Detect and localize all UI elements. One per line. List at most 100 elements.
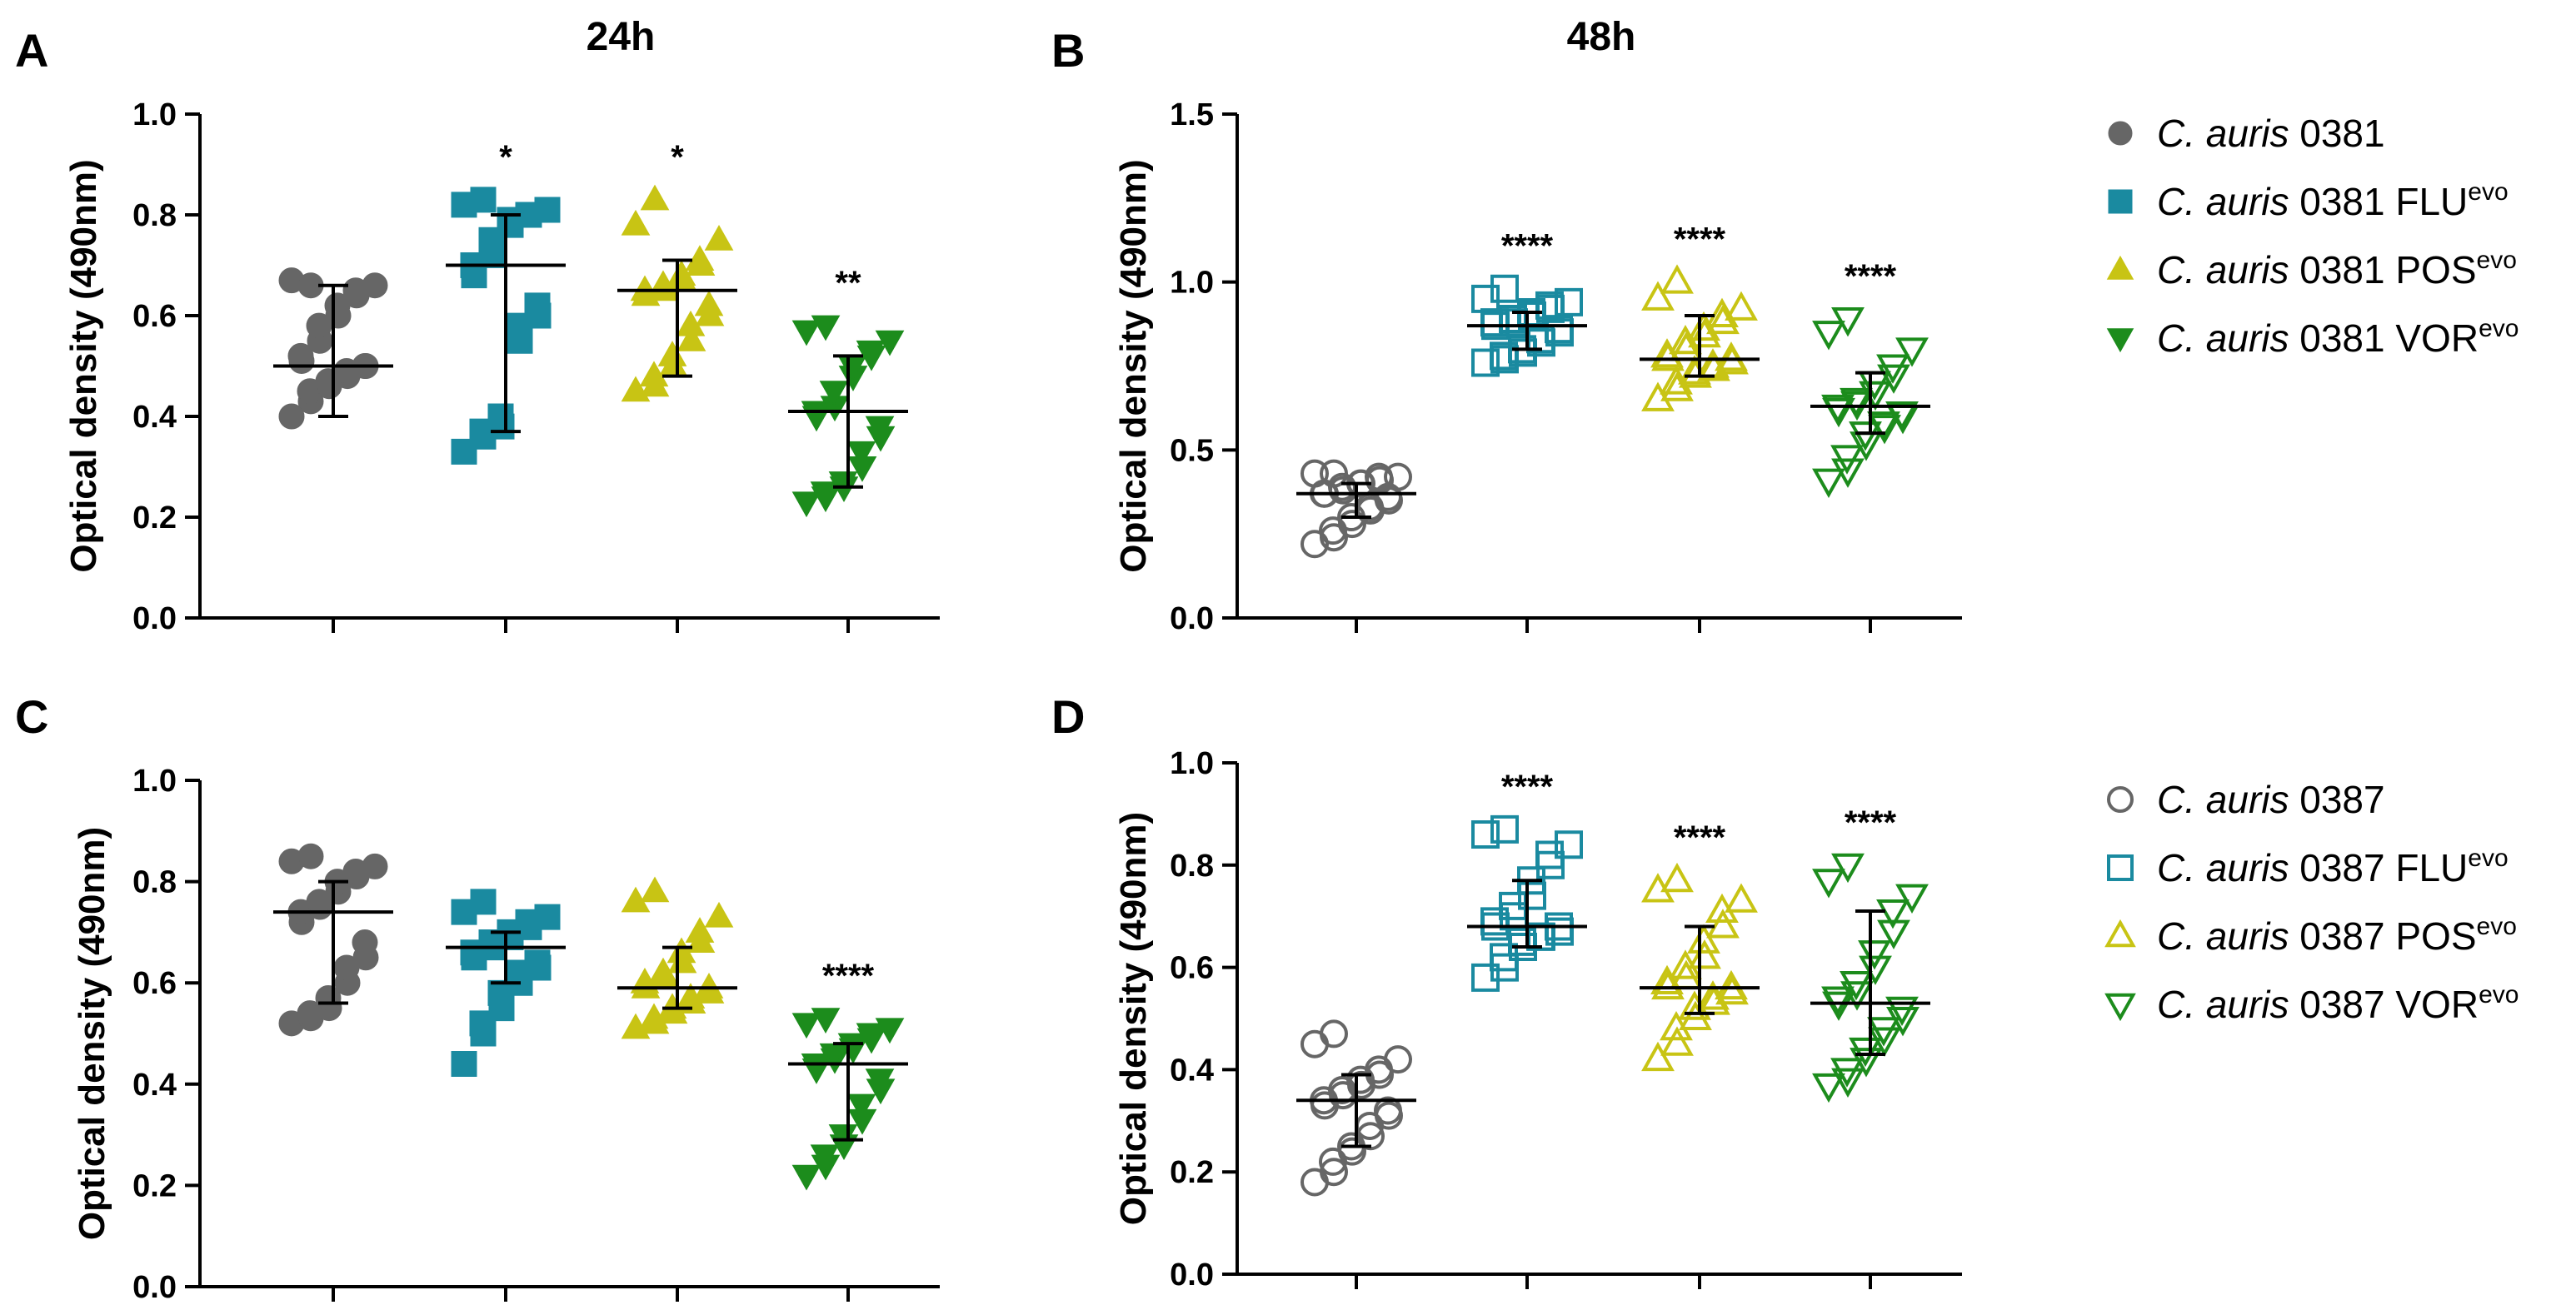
data-point [1365, 462, 1393, 491]
data-point [1831, 307, 1865, 337]
data-point [846, 1093, 876, 1120]
significance-label: * [671, 139, 684, 176]
data-point [1535, 291, 1564, 320]
data-point [1849, 1037, 1882, 1068]
data-point [1706, 909, 1740, 939]
data-point [1840, 981, 1874, 1011]
data-point [704, 224, 734, 251]
significance-label: **** [1845, 258, 1897, 295]
data-point [1831, 458, 1865, 488]
legend-item: C. auris 0387 POSevo [2104, 913, 2517, 958]
legend-label: C. auris 0381 VORevo [2157, 315, 2519, 360]
data-point [819, 381, 849, 407]
data-point [1858, 940, 1891, 970]
series-1: **** [1467, 228, 1587, 377]
column-title-48h: 48h [1567, 15, 1636, 59]
legend-marker [2108, 121, 2133, 146]
y-tick-label: 0.2 [1170, 1155, 1214, 1190]
data-point [676, 325, 706, 351]
data-point [704, 901, 734, 928]
y-tick-label: 0.0 [132, 601, 177, 636]
y-tick-label: 0.4 [132, 1068, 177, 1103]
y-tick-label: 0.2 [132, 1168, 177, 1203]
data-point [1822, 991, 1855, 1021]
data-point [1374, 1096, 1402, 1125]
series-3: ** [788, 265, 908, 518]
data-point [1384, 462, 1412, 491]
data-point [1300, 530, 1329, 559]
panel-label: D [1051, 690, 1085, 743]
panel-label: B [1051, 24, 1085, 77]
panel-a-chart: A 0.0 0.2 0.4 0.6 0.8 1.0 Optical density (490n… [15, 24, 940, 636]
legend-label: C. auris 0387 FLUevo [2157, 844, 2509, 889]
data-point [1518, 881, 1546, 910]
data-point [801, 1053, 831, 1079]
y-axis-label: Optical density (490nm) [63, 159, 104, 572]
data-point [791, 1164, 821, 1191]
legend-marker [2107, 786, 2134, 813]
data-point [875, 330, 905, 356]
panel-b-chart: B 0.0 0.5 1.0 1.5 Optical density (490nm) ****… [1051, 24, 1962, 636]
significance-label: **** [1674, 819, 1726, 856]
legend-label: C. auris 0381 FLUevo [2157, 178, 2509, 223]
data-point [791, 1013, 821, 1039]
legend-label: C. auris 0387 VORevo [2157, 981, 2519, 1026]
significance-label: **** [822, 958, 875, 994]
data-point [1831, 1068, 1865, 1098]
data-point [1849, 421, 1882, 451]
y-tick-label: 0.4 [1170, 1053, 1214, 1088]
data-point [470, 187, 497, 213]
data-point [1320, 459, 1348, 488]
data-point [534, 197, 561, 223]
series-0 [1296, 1019, 1416, 1197]
data-point [1688, 939, 1721, 969]
data-point [1660, 862, 1694, 893]
data-point [287, 342, 314, 369]
significance-label: **** [1674, 222, 1726, 258]
data-point [1867, 411, 1900, 441]
y-tick-label: 1.0 [132, 764, 177, 799]
y-tick-label: 0.8 [132, 198, 177, 233]
y-axis-label: Optical density (490nm) [1113, 159, 1154, 572]
y-tick-label: 1.0 [1170, 266, 1214, 301]
legend-0381: C. auris 0381 C. auris 0381 FLUevo C. auri… [2106, 112, 2519, 360]
data-point [685, 917, 715, 943]
data-point [1859, 381, 1892, 411]
data-point [278, 403, 305, 430]
y-tick-label: 0.0 [1170, 1258, 1214, 1293]
data-point [362, 853, 388, 879]
data-point [297, 843, 324, 869]
legend-marker [2106, 255, 2134, 280]
data-point [1545, 912, 1573, 941]
series-0 [273, 267, 393, 430]
data-point [362, 272, 388, 299]
data-point [1650, 964, 1684, 995]
data-point [1859, 955, 1892, 985]
data-point [1812, 1073, 1845, 1103]
data-point [875, 1018, 905, 1044]
data-point [1876, 354, 1910, 384]
panel-label: C [15, 690, 48, 743]
data-point [1471, 819, 1500, 849]
data-point [846, 441, 876, 467]
y-tick-label: 0.6 [1170, 951, 1214, 986]
legend-marker [2106, 328, 2134, 353]
y-tick-label: 0.6 [132, 299, 177, 334]
legend-0387: C. auris 0387 C. auris 0387 FLUevo C. auri… [2104, 778, 2519, 1026]
legend-label: C. auris 0381 [2157, 112, 2385, 155]
data-point [685, 245, 715, 271]
data-point [1725, 291, 1758, 321]
series-2: **** [1640, 222, 1760, 411]
y-tick-label: 0.4 [132, 400, 177, 435]
data-point [1885, 996, 1919, 1027]
significance-label: ** [835, 265, 861, 301]
data-point [1300, 1029, 1329, 1058]
data-point [534, 904, 561, 930]
y-tick-label: 0.2 [132, 501, 177, 535]
y-axis-label: Optical density (490nm) [1113, 812, 1154, 1225]
data-point [1384, 1045, 1412, 1074]
data-point [1555, 830, 1583, 859]
data-point [1320, 1019, 1348, 1048]
data-point [791, 320, 821, 346]
data-point [1840, 387, 1873, 418]
